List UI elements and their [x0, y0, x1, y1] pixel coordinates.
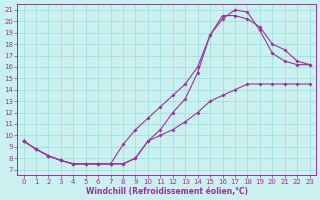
X-axis label: Windchill (Refroidissement éolien,°C): Windchill (Refroidissement éolien,°C) — [85, 187, 248, 196]
